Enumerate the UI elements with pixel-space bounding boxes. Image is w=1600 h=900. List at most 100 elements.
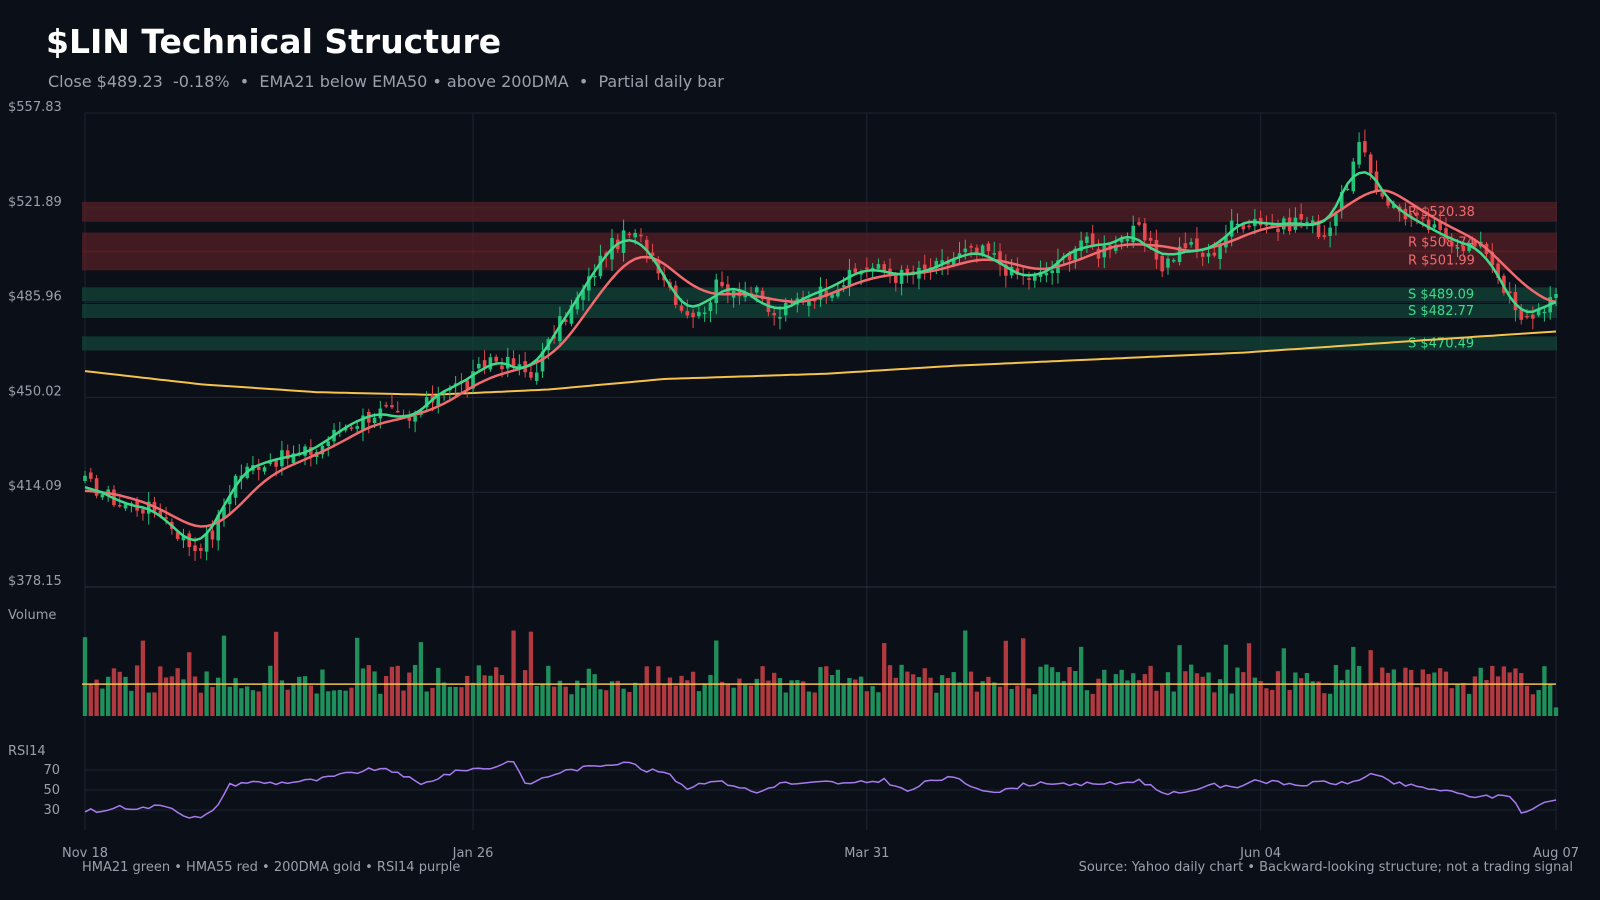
volume-bar — [575, 680, 580, 716]
candle-body — [1432, 224, 1437, 228]
volume-bar — [1142, 674, 1147, 716]
volume-bar — [957, 682, 962, 716]
candle-body — [1542, 311, 1547, 314]
candle-body — [413, 415, 417, 422]
volume-bar — [239, 688, 244, 716]
volume-bar — [1044, 664, 1049, 716]
candle-body — [1554, 293, 1558, 298]
volume-bar — [934, 692, 939, 716]
volume-bar — [876, 692, 881, 716]
candle-body — [1119, 237, 1124, 243]
volume-bar — [383, 676, 389, 716]
volume-bar — [100, 688, 105, 716]
candle-body — [853, 268, 858, 273]
price-tick-label: $414.09 — [8, 479, 62, 494]
volume-bar — [974, 691, 980, 716]
volume-bar — [1275, 671, 1281, 716]
resistance-label: R $520.38 — [1408, 205, 1475, 220]
volume-bar — [754, 678, 759, 716]
volume-bar — [1368, 650, 1373, 716]
volume-bar — [499, 675, 505, 716]
volume-bar — [963, 630, 968, 716]
dma200-layer — [84, 330, 1557, 396]
candle-body — [1415, 212, 1419, 216]
volume-bar — [389, 666, 395, 716]
candle-body — [1241, 224, 1246, 230]
candle-body — [529, 371, 533, 378]
candle-body — [1310, 220, 1315, 224]
candle-body — [1148, 237, 1153, 241]
volume-bar — [343, 690, 348, 716]
volume-bar — [1200, 676, 1205, 716]
volume-bar — [656, 666, 661, 716]
volume-bar — [1119, 669, 1124, 716]
candle-body — [1131, 225, 1136, 243]
candle-body — [563, 319, 568, 322]
candle-body — [1050, 270, 1054, 274]
volume-bar — [777, 677, 783, 716]
volume-bar — [604, 690, 609, 716]
candle-body — [824, 290, 829, 297]
volume-bar — [407, 672, 412, 716]
candle-body — [1276, 228, 1280, 233]
volume-bar — [436, 667, 441, 716]
volume-bar — [1455, 683, 1460, 716]
volume-bar — [1542, 666, 1547, 716]
rsi-tick-label: 50 — [43, 783, 60, 798]
volume-bar — [760, 666, 765, 716]
candle-body — [963, 248, 968, 253]
candle-body — [372, 417, 377, 424]
candle-body — [633, 232, 637, 238]
volume-bar — [424, 691, 429, 716]
volume-bar — [1380, 667, 1385, 716]
volume-bar — [829, 675, 835, 716]
volume-bar — [633, 682, 638, 716]
volume-bar — [1223, 644, 1229, 716]
candle-body — [175, 532, 180, 539]
volume-bar — [667, 677, 673, 716]
volume-bar — [1536, 690, 1541, 716]
candle-body — [1444, 228, 1448, 239]
volume-bar — [1131, 673, 1136, 716]
footer-legend-note: HMA21 green • HMA55 red • 200DMA gold • … — [82, 860, 460, 875]
volume-bar — [586, 668, 592, 716]
volume-bar — [152, 692, 157, 716]
volume-bar — [1038, 666, 1043, 716]
volume-bar — [673, 685, 678, 716]
volume-bar — [163, 677, 169, 716]
volume-bar — [372, 671, 377, 716]
support-label: S $489.09 — [1408, 287, 1474, 302]
candle-body — [1085, 236, 1089, 243]
candle-body — [500, 365, 504, 370]
volume-bar — [968, 671, 974, 716]
volume-bar — [569, 694, 574, 716]
volume-bar — [1212, 692, 1217, 716]
volume-bar — [1102, 669, 1107, 716]
volume-bar — [1351, 646, 1356, 716]
candle-body — [193, 545, 197, 551]
volume-bar — [997, 686, 1003, 716]
candle-body — [1264, 224, 1269, 226]
volume-bar — [1003, 640, 1008, 716]
candle-body — [1044, 272, 1049, 276]
volume-bar — [1229, 693, 1234, 716]
candle-body — [957, 253, 962, 257]
candle-body — [1386, 197, 1390, 206]
candle-body — [951, 259, 956, 266]
candle-body — [395, 410, 400, 413]
candle-body — [1328, 227, 1332, 236]
volume-bar — [494, 667, 499, 716]
volume-bar — [992, 682, 997, 716]
candle-body — [262, 467, 267, 472]
resistance-band — [82, 201, 1557, 222]
volume-bar — [134, 665, 140, 716]
candle-body — [644, 239, 649, 251]
volume-bar — [1009, 689, 1014, 716]
candle-body — [1305, 221, 1309, 224]
volume-bar — [1026, 688, 1032, 716]
volume-bar — [447, 686, 453, 716]
volume-bar — [853, 679, 858, 716]
candle-body — [685, 311, 690, 316]
volume-bar — [1397, 682, 1402, 716]
volume-bar — [1466, 693, 1472, 716]
